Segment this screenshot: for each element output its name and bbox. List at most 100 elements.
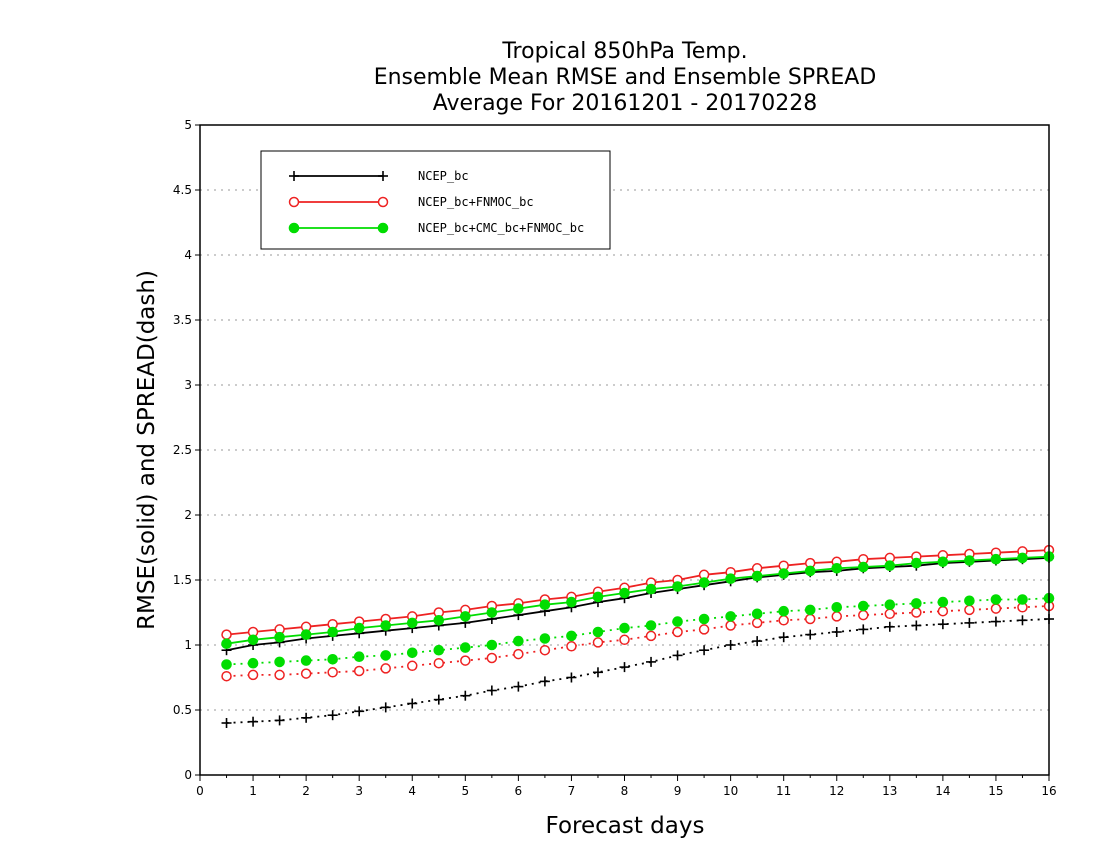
chart-title-line-1: Tropical 850hPa Temp. bbox=[501, 39, 747, 64]
rmse-point bbox=[460, 611, 471, 622]
rmse-point bbox=[406, 617, 418, 629]
y-tick-label: 0 bbox=[184, 768, 192, 782]
axis-ticks: 00.511.522.533.544.550 1 2 3 4 5 6 7 8 9 10 11 12 13 1… bbox=[173, 118, 1057, 798]
spread-point bbox=[380, 663, 391, 674]
rmse-point bbox=[1017, 552, 1028, 564]
legend-label: NCEP_bc bbox=[418, 169, 469, 183]
legend-marker bbox=[377, 222, 389, 234]
spread-point bbox=[884, 599, 896, 611]
spread-point bbox=[433, 657, 445, 669]
spread-point bbox=[619, 634, 630, 646]
spread-point bbox=[221, 670, 232, 682]
rmse-point bbox=[380, 620, 392, 631]
y-tick-label: 2 bbox=[184, 508, 192, 522]
spread-point bbox=[725, 640, 736, 650]
rmse-point bbox=[778, 568, 789, 579]
spread-point bbox=[592, 667, 603, 678]
x-tick-label: 6 bbox=[515, 784, 523, 798]
spread-point bbox=[937, 596, 949, 608]
spread-point bbox=[353, 665, 365, 677]
spread-point bbox=[619, 622, 630, 634]
spread-point bbox=[592, 626, 604, 638]
x-tick-label: 16 bbox=[1041, 784, 1056, 798]
spread-point bbox=[300, 668, 312, 679]
spread-point bbox=[751, 608, 763, 620]
spread-point bbox=[566, 630, 577, 642]
y-axis-title: RMSE(solid) and SPREAD(dash) bbox=[134, 270, 160, 630]
spread-point bbox=[964, 604, 975, 616]
spread-point bbox=[990, 603, 1002, 614]
spread-point bbox=[698, 624, 710, 635]
spread-point bbox=[911, 620, 922, 631]
spread-point bbox=[858, 609, 869, 621]
legend-marker bbox=[378, 171, 388, 181]
chart-title: Tropical 850hPa Temp. Ensemble Mean RMSE… bbox=[374, 39, 877, 116]
spread-point bbox=[645, 620, 657, 631]
series-layer bbox=[221, 544, 1055, 728]
rmse-point bbox=[433, 615, 445, 626]
spread-point bbox=[247, 657, 259, 669]
legend-box bbox=[260, 150, 611, 250]
spread-point bbox=[274, 669, 285, 681]
legend-entry: NCEP_bc+CMC_bc+FNMOC_bc bbox=[288, 221, 584, 235]
spread-point bbox=[433, 644, 445, 656]
x-tick-label: 7 bbox=[568, 784, 576, 798]
x-tick-label: 11 bbox=[776, 784, 791, 798]
series-1 bbox=[221, 544, 1055, 682]
x-tick-label: 13 bbox=[882, 784, 897, 798]
spread-point bbox=[407, 698, 418, 709]
spread-point bbox=[778, 605, 789, 617]
spread-point bbox=[645, 630, 657, 642]
rmse-point bbox=[619, 587, 630, 599]
spread-point bbox=[858, 624, 869, 635]
spread-point bbox=[804, 613, 816, 625]
spread-point bbox=[831, 627, 842, 637]
spread-point bbox=[300, 655, 312, 666]
rmse-point bbox=[672, 581, 683, 592]
spread-point bbox=[354, 706, 365, 717]
rmse-point bbox=[592, 591, 604, 603]
legend-entry: NCEP_bc+FNMOC_bc bbox=[288, 195, 534, 209]
rmse-point bbox=[221, 638, 232, 650]
y-tick-label: 5 bbox=[184, 118, 192, 132]
x-tick-label: 1 bbox=[249, 784, 257, 798]
spread-point bbox=[327, 654, 338, 665]
rmse-point bbox=[990, 553, 1002, 565]
x-tick-label: 8 bbox=[621, 784, 629, 798]
spread-point bbox=[327, 667, 338, 678]
spread-point bbox=[380, 650, 392, 661]
spread-point bbox=[513, 648, 524, 660]
legend-marker bbox=[288, 222, 300, 234]
rmse-point bbox=[539, 599, 551, 611]
spread-point bbox=[539, 633, 551, 644]
x-tick-label: 0 bbox=[196, 784, 204, 798]
rmse-point bbox=[964, 555, 975, 566]
spread-point bbox=[831, 611, 842, 622]
series-2 bbox=[221, 551, 1055, 670]
rmse-point bbox=[804, 565, 816, 577]
spread-point bbox=[672, 626, 683, 638]
rmse-point bbox=[274, 631, 285, 643]
x-tick-label: 2 bbox=[302, 784, 310, 798]
spread-point bbox=[831, 602, 843, 613]
spread-point bbox=[221, 659, 232, 670]
spread-point bbox=[460, 655, 471, 666]
rmse-point bbox=[353, 622, 365, 634]
rmse-point bbox=[831, 563, 843, 574]
rmse-point bbox=[911, 557, 922, 569]
spread-point bbox=[990, 594, 1002, 605]
y-tick-label: 0.5 bbox=[173, 703, 192, 717]
chart-title-line-2: Ensemble Mean RMSE and Ensemble SPREAD bbox=[374, 65, 877, 90]
spread-point bbox=[752, 636, 763, 647]
spread-point bbox=[301, 712, 312, 723]
rmse-point bbox=[698, 577, 710, 588]
spread-point bbox=[619, 662, 630, 673]
rmse-point bbox=[857, 561, 869, 573]
spread-point bbox=[911, 607, 922, 618]
spread-point bbox=[964, 595, 975, 607]
x-tick-label: 3 bbox=[355, 784, 363, 798]
spread-point bbox=[725, 620, 736, 631]
rmse-point bbox=[884, 560, 896, 572]
y-tick-label: 3 bbox=[184, 378, 192, 392]
spread-point bbox=[566, 641, 577, 652]
